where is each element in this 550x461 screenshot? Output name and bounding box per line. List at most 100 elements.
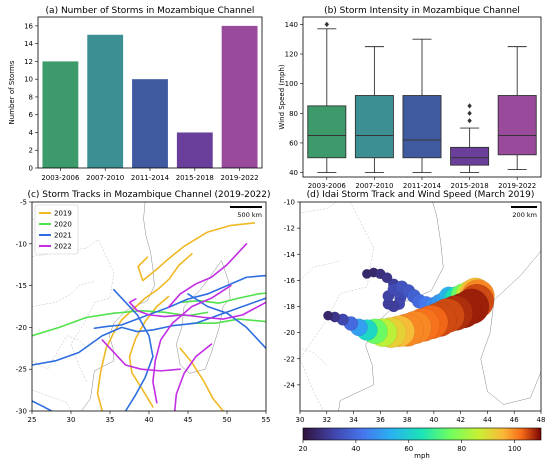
y-tick-label: -5 <box>20 199 27 207</box>
y-tick-label: -25 <box>16 366 27 374</box>
y-tick-label: 6 <box>29 111 34 119</box>
x-tick-label: 46 <box>510 416 519 424</box>
y-tick-label: 140 <box>285 21 298 29</box>
map-c-content <box>32 202 266 411</box>
y-tick-label: -10 <box>16 240 27 248</box>
y-tick-label: -16 <box>284 277 296 285</box>
legend-label-2021: 2021 <box>54 232 72 240</box>
outlier-point <box>467 103 472 109</box>
x-tick-label: 32 <box>322 416 331 424</box>
x-tick-label: 34 <box>349 416 358 424</box>
colorbar-tick-label: 20 <box>299 445 308 453</box>
x-tick-label: 2007-2010 <box>86 174 124 182</box>
x-tick-label: 36 <box>376 416 385 424</box>
x-tick-label: 2015-2018 <box>451 182 489 190</box>
track-point-4 <box>381 272 393 284</box>
map-d-country-border <box>300 260 341 281</box>
y-tick-label: 0 <box>29 165 33 173</box>
bar-2007-2010 <box>87 34 124 168</box>
map-title: (c) Storm Tracks in Mozambique Channel (… <box>27 190 270 200</box>
x-tick-label: 2015-2018 <box>176 174 214 182</box>
map-frame <box>299 201 542 412</box>
y-tick-label: 120 <box>285 51 298 59</box>
map-frame <box>31 201 267 412</box>
y-tick-label: 40 <box>289 169 298 177</box>
colorbar <box>302 427 542 441</box>
colorbar-tick-label: 60 <box>404 445 413 453</box>
bar-2015-2018 <box>176 132 213 168</box>
map-c-country-border <box>32 281 95 307</box>
y-tick-label: 8 <box>29 93 33 101</box>
y-tick-label: -12 <box>284 225 295 233</box>
legend-label-2022: 2022 <box>54 243 72 251</box>
x-tick-label: 50 <box>223 416 232 424</box>
legend-box <box>34 204 79 255</box>
x-tick-label: 38 <box>403 416 412 424</box>
map-d-content <box>233 202 541 461</box>
y-tick-label: -15 <box>16 282 27 290</box>
panel-d-idai-track-map: (d) Idai Storm Track and Wind Speed (Mar… <box>233 190 546 461</box>
x-tick-label: 2003-2006 <box>308 182 347 190</box>
y-tick-label: 100 <box>285 80 298 88</box>
bar-2011-2014 <box>132 79 168 168</box>
map-d-country-border <box>233 431 300 461</box>
box-2019-2022 <box>497 95 537 156</box>
map-c-country-border <box>32 239 115 382</box>
x-tick-label: 30 <box>67 416 76 424</box>
plot-frame <box>302 16 542 178</box>
outlier-point <box>324 21 329 28</box>
storm-track-2022-3 <box>173 343 213 411</box>
panel-b-box-plot: (b) Storm Intensity in Mozambique Channe… <box>278 6 542 190</box>
x-tick-label: 2011-2014 <box>403 182 442 190</box>
panel-a-bar-chart: (a) Number of Storms in Mozambique Chann… <box>8 6 263 182</box>
storm-track-2022-1 <box>128 298 266 320</box>
y-tick-label: 2 <box>29 147 33 155</box>
x-tick-label: 25 <box>28 416 37 424</box>
x-tick-label: 2011-2014 <box>131 174 170 182</box>
y-tick-label: -18 <box>284 303 295 311</box>
outlier-point <box>467 110 472 116</box>
y-tick-label: 60 <box>289 139 298 147</box>
map-c-coastline <box>81 202 155 411</box>
x-tick-label: 2003-2006 <box>41 174 80 182</box>
x-tick-label: 40 <box>429 416 438 424</box>
y-tick-label: -20 <box>16 324 27 332</box>
y-tick-label: 12 <box>24 58 33 66</box>
chart-title: (b) Storm Intensity in Mozambique Channe… <box>324 6 520 16</box>
colorbar-tick-label: 40 <box>351 445 360 453</box>
y-tick-label: 14 <box>24 40 33 48</box>
x-tick-label: 48 <box>537 416 546 424</box>
storm-track-2021-4 <box>32 400 53 411</box>
outlier-point <box>467 118 472 124</box>
y-tick-label: 10 <box>24 76 33 84</box>
x-tick-label: 35 <box>106 416 115 424</box>
box-2007-2010 <box>354 95 394 159</box>
box-2015-2018 <box>450 146 490 166</box>
panel-c-storm-tracks-map: (c) Storm Tracks in Mozambique Channel (… <box>16 190 271 424</box>
storm-track-2021-1 <box>93 274 266 330</box>
track-point-47 <box>323 310 334 321</box>
x-tick-label: 30 <box>296 416 305 424</box>
storm-track-2021-3 <box>113 288 154 411</box>
y-tick-label: -22 <box>284 355 295 363</box>
storm-track-2019-3 <box>179 347 224 411</box>
x-tick-label: 55 <box>262 416 271 424</box>
scale-bar-label: 500 km <box>237 211 262 219</box>
map-c-country-border <box>32 335 87 370</box>
legend: 2019 2020 2021 2022 <box>34 204 79 255</box>
storm-track-2022-2 <box>152 284 232 404</box>
x-tick-label: 2019-2022 <box>221 174 259 182</box>
map-c-country-border <box>32 389 72 411</box>
bar-2019-2022 <box>221 25 258 168</box>
y-axis-label: Wind Speed (mph) <box>278 64 286 129</box>
x-tick-label: 2007-2010 <box>355 182 393 190</box>
scale-bar-label: 200 km <box>512 211 537 219</box>
y-tick-label: 80 <box>289 110 298 118</box>
storm-track-2022-5 <box>167 243 248 309</box>
colorbar-label: mph <box>414 452 430 460</box>
colorbar-tick-label: 80 <box>457 445 466 453</box>
map-title: (d) Idai Storm Track and Wind Speed (Mar… <box>307 190 535 200</box>
y-tick-label: -10 <box>284 199 295 207</box>
box-2011-2014 <box>402 95 442 159</box>
x-tick-label: 45 <box>184 416 193 424</box>
